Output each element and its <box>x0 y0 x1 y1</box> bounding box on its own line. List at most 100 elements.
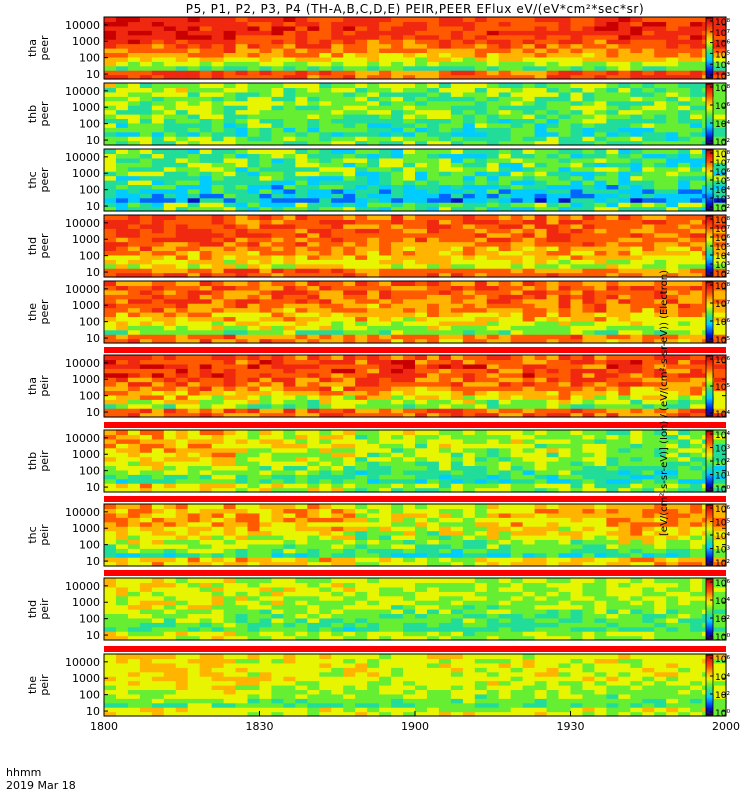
heatmap-cell <box>415 250 428 256</box>
heatmap-cell <box>486 359 500 365</box>
heatmap-cell <box>654 140 667 146</box>
heatmap-cell <box>450 316 464 322</box>
heatmap-cell <box>379 254 392 260</box>
heatmap-cell <box>690 250 703 256</box>
heatmap-cell <box>534 166 548 172</box>
heatmap-cell <box>522 329 536 335</box>
heatmap-cell <box>630 87 643 93</box>
heatmap-cell <box>510 91 524 97</box>
heatmap-cell <box>558 399 572 405</box>
heatmap-cell <box>163 452 177 458</box>
heatmap-cell <box>678 289 691 295</box>
heatmap-cell <box>450 241 464 247</box>
heatmap-cell <box>594 122 607 128</box>
heatmap-cell <box>367 381 380 387</box>
heatmap-cell <box>450 48 464 54</box>
heatmap-cell <box>690 355 703 361</box>
heatmap-cell <box>474 114 488 120</box>
heatmap-cell <box>127 408 141 414</box>
heatmap-cell <box>403 215 416 221</box>
heatmap-cell <box>474 434 488 440</box>
heatmap-cell <box>391 377 404 383</box>
heatmap-cell <box>618 87 631 93</box>
heatmap-cell <box>127 259 141 265</box>
heatmap-cell <box>235 298 249 304</box>
heatmap-cell <box>223 434 237 440</box>
heatmap-cell <box>415 430 428 436</box>
heatmap-cell <box>450 21 464 27</box>
heatmap-cell <box>403 289 416 295</box>
heatmap-cell <box>403 87 416 93</box>
heatmap-cell <box>283 403 296 409</box>
heatmap-cell <box>307 56 320 62</box>
heatmap-cell <box>187 96 201 102</box>
heatmap-cell <box>690 268 703 274</box>
heatmap-cell <box>235 368 249 374</box>
heatmap-cell <box>355 153 368 159</box>
heatmap-cell <box>104 241 117 247</box>
heatmap-cell <box>678 303 691 309</box>
heatmap-cell <box>426 166 440 172</box>
heatmap-cell <box>247 91 261 97</box>
heatmap-cell <box>498 394 512 400</box>
heatmap-cell <box>175 294 189 300</box>
heatmap-cell <box>139 250 153 256</box>
heatmap-cell <box>115 377 129 383</box>
heatmap-cell <box>654 325 667 331</box>
heatmap-cell <box>307 377 320 383</box>
heatmap-cell <box>666 52 679 58</box>
heatmap-cell <box>379 219 392 225</box>
heatmap-cell <box>486 202 500 208</box>
heatmap-cell <box>259 316 273 322</box>
heatmap-cell <box>474 281 488 287</box>
heatmap-cell <box>247 74 261 80</box>
heatmap-cell <box>235 465 249 471</box>
heatmap-cell <box>283 140 296 146</box>
heatmap-cell <box>426 131 440 137</box>
heatmap-cell <box>534 223 548 229</box>
heatmap-cell <box>319 303 332 309</box>
heatmap-cell <box>247 21 261 27</box>
heatmap-cell <box>343 215 356 221</box>
heatmap-cell <box>367 140 380 146</box>
heatmap-cell <box>295 171 308 177</box>
heatmap-cell <box>247 316 261 322</box>
heatmap-cell <box>630 363 643 369</box>
heatmap-cell <box>522 17 536 23</box>
heatmap-cell <box>570 408 584 414</box>
heatmap-cell <box>486 483 500 489</box>
heatmap-cell <box>415 268 428 274</box>
heatmap-cell <box>678 272 691 278</box>
heatmap-cell <box>139 21 153 27</box>
heatmap-cell <box>367 289 380 295</box>
heatmap-cell <box>582 171 596 177</box>
heatmap-cell <box>259 298 273 304</box>
heatmap-cell <box>223 307 237 313</box>
heatmap-cell <box>199 122 213 128</box>
heatmap-cell <box>450 74 464 80</box>
heatmap-cell <box>307 447 320 453</box>
heatmap-cell <box>426 61 440 67</box>
heatmap-cell <box>426 377 440 383</box>
heatmap-cell <box>498 263 512 269</box>
heatmap-cell <box>690 105 703 111</box>
heatmap-cell <box>486 312 500 318</box>
heatmap-cell <box>127 219 141 225</box>
heatmap-cell <box>307 438 320 444</box>
heatmap-cell <box>558 83 572 89</box>
heatmap-cell <box>295 206 308 212</box>
heatmap-cell <box>391 96 404 102</box>
heatmap-cell <box>438 447 452 453</box>
heatmap-cell <box>247 254 261 260</box>
heatmap-cell <box>163 316 177 322</box>
heatmap-cell <box>606 118 619 124</box>
heatmap-cell <box>558 386 572 392</box>
heatmap-cell <box>283 434 296 440</box>
heatmap-cell <box>187 100 201 106</box>
heatmap-cell <box>391 281 404 287</box>
heatmap-cell <box>426 456 440 462</box>
heatmap-cell <box>355 65 368 71</box>
heatmap-cell <box>438 254 452 260</box>
heatmap-cell <box>474 303 488 309</box>
heatmap-cell <box>247 363 261 369</box>
